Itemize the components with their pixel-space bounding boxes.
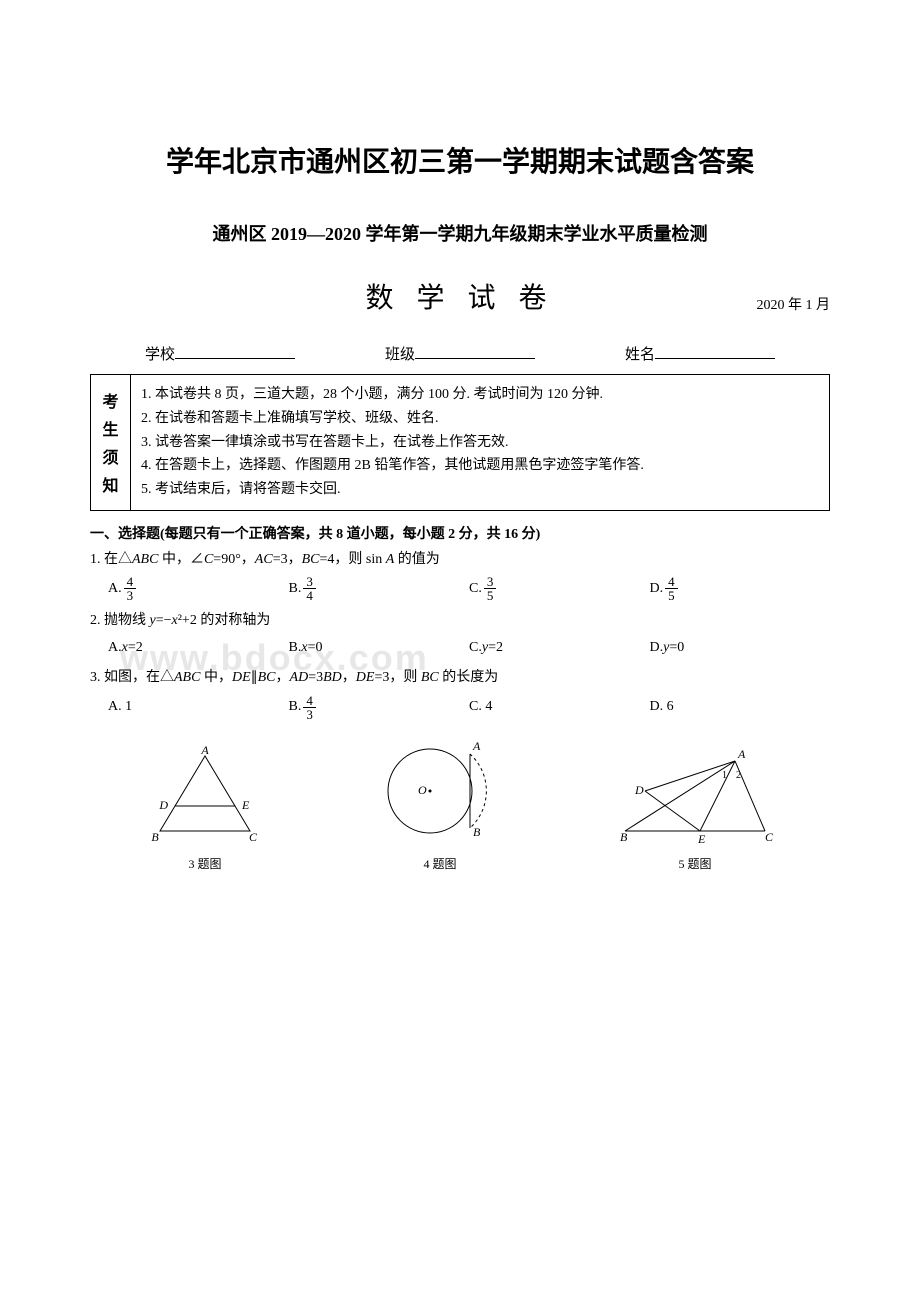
figures-row: A D E B C 3 题图 A B O 4 题图 [90,736,830,872]
q3-option-a: A. 1 [108,694,289,721]
figure-4: A B O 4 题图 [370,736,510,872]
student-info-line: 学校 班级 姓名 [90,341,830,364]
q3-option-c: C. 4 [469,694,650,721]
q2-option-b: B. x=0 [289,637,470,659]
q1-frac-a: 4 3 [124,575,137,602]
figure-5-caption: 5 题图 [610,855,780,872]
q3-frac-b: 4 3 [303,694,316,721]
svg-text:D: D [634,783,644,797]
name-field: 姓名 [625,341,775,364]
notice-item-1: 1. 本试卷共 8 页，三道大题，28 个小题，满分 100 分. 考试时间为 … [141,383,819,407]
q2-text: 2. 抛物线 y=−x²+2 的对称轴为 [90,610,830,632]
figure-5-svg: A B C D E 1 2 [610,746,780,846]
exam-date: 2020 年 1 月 [757,294,831,314]
name-underline [655,341,775,359]
notice-item-3: 3. 试卷答案一律填涂或书写在答题卡上，在试卷上作答无效. [141,431,819,455]
notice-char-2: 生 [102,416,118,440]
q1-option-c: C. 3 5 [469,575,650,602]
figure-3: A D E B C 3 题图 [140,746,270,872]
notice-item-4: 4. 在答题卡上，选择题、作图题用 2B 铅笔作答，其他试题用黑色字迹签字笔作答… [141,454,819,478]
notice-char-3: 须 [102,444,118,468]
svg-text:B: B [473,825,481,839]
page-content: 学年北京市通州区初三第一学期期末试题含答案 通州区 2019—2020 学年第一… [90,140,830,872]
svg-text:2: 2 [736,770,741,781]
sub-title: 通州区 2019—2020 学年第一学期九年级期末学业水平质量检测 [90,220,830,246]
exam-title-row: 数 学 试 卷 2020 年 1 月 [90,276,830,316]
section-1-header: 一、选择题(每题只有一个正确答案，共 8 道小题，每小题 2 分，共 16 分) [90,523,830,543]
question-2: 2. 抛物线 y=−x²+2 的对称轴为 www.bdocx.com A. x=… [90,610,830,659]
question-3: 3. 如图，在△ABC 中，DE∥BC，AD=3BD，DE=3，则 BC 的长度… [90,667,830,720]
notice-box: 考 生 须 知 1. 本试卷共 8 页，三道大题，28 个小题，满分 100 分… [90,374,830,511]
svg-text:B: B [151,830,159,844]
figure-4-caption: 4 题图 [370,855,510,872]
q1-frac-d: 4 5 [665,575,678,602]
notice-content: 1. 本试卷共 8 页，三道大题，28 个小题，满分 100 分. 考试时间为 … [131,375,829,510]
figure-3-caption: 3 题图 [140,855,270,872]
figure-5: A B C D E 1 2 5 题图 [610,746,780,872]
figure-4-svg: A B O [370,736,510,846]
q1-option-b: B. 3 4 [289,575,470,602]
svg-text:A: A [200,746,209,757]
notice-item-5: 5. 考试结束后，请将答题卡交回. [141,478,819,502]
notice-char-4: 知 [102,472,118,496]
svg-text:C: C [765,830,774,844]
q3-text: 3. 如图，在△ABC 中，DE∥BC，AD=3BD，DE=3，则 BC 的长度… [90,667,830,689]
school-underline [175,341,295,359]
svg-text:C: C [249,830,258,844]
svg-text:A: A [737,747,746,761]
main-title: 学年北京市通州区初三第一学期期末试题含答案 [90,140,830,180]
q1-options: A. 4 3 B. 3 4 C. 3 5 [90,575,830,602]
svg-text:O: O [418,783,427,797]
question-1: 1. 在△ABC 中，∠C=90°，AC=3，BC=4，则 sin A 的值为 … [90,549,830,602]
svg-text:1: 1 [722,770,727,781]
class-underline [415,341,535,359]
q1-frac-b: 3 4 [303,575,316,602]
q2-option-d: D. y=0 [650,637,831,659]
school-label: 学校 [145,343,175,364]
q2-options: www.bdocx.com A. x=2 B. x=0 C. y=2 D. y=… [90,637,830,659]
svg-text:D: D [158,798,168,812]
svg-text:B: B [620,830,628,844]
svg-text:A: A [472,739,481,753]
svg-text:E: E [697,832,706,846]
class-label: 班级 [385,343,415,364]
class-field: 班级 [385,341,535,364]
q2-option-c: C. y=2 [469,637,650,659]
q3-option-b: B. 4 3 [289,694,470,721]
school-field: 学校 [145,341,295,364]
exam-title: 数 学 试 卷 [365,276,554,316]
q1-option-a: A. 4 3 [108,575,289,602]
notice-header: 考 生 须 知 [91,375,131,510]
q1-text: 1. 在△ABC 中，∠C=90°，AC=3，BC=4，则 sin A 的值为 [90,549,830,571]
notice-item-2: 2. 在试卷和答题卡上准确填写学校、班级、姓名. [141,407,819,431]
name-label: 姓名 [625,343,655,364]
q1-frac-c: 3 5 [484,575,497,602]
svg-text:E: E [241,798,250,812]
q3-option-d: D. 6 [650,694,831,721]
q2-option-a: A. x=2 [108,637,289,659]
q3-options: A. 1 B. 4 3 C. 4 D. 6 [90,694,830,721]
q1-option-d: D. 4 5 [650,575,831,602]
figure-3-svg: A D E B C [140,746,270,846]
notice-char-1: 考 [102,388,118,412]
